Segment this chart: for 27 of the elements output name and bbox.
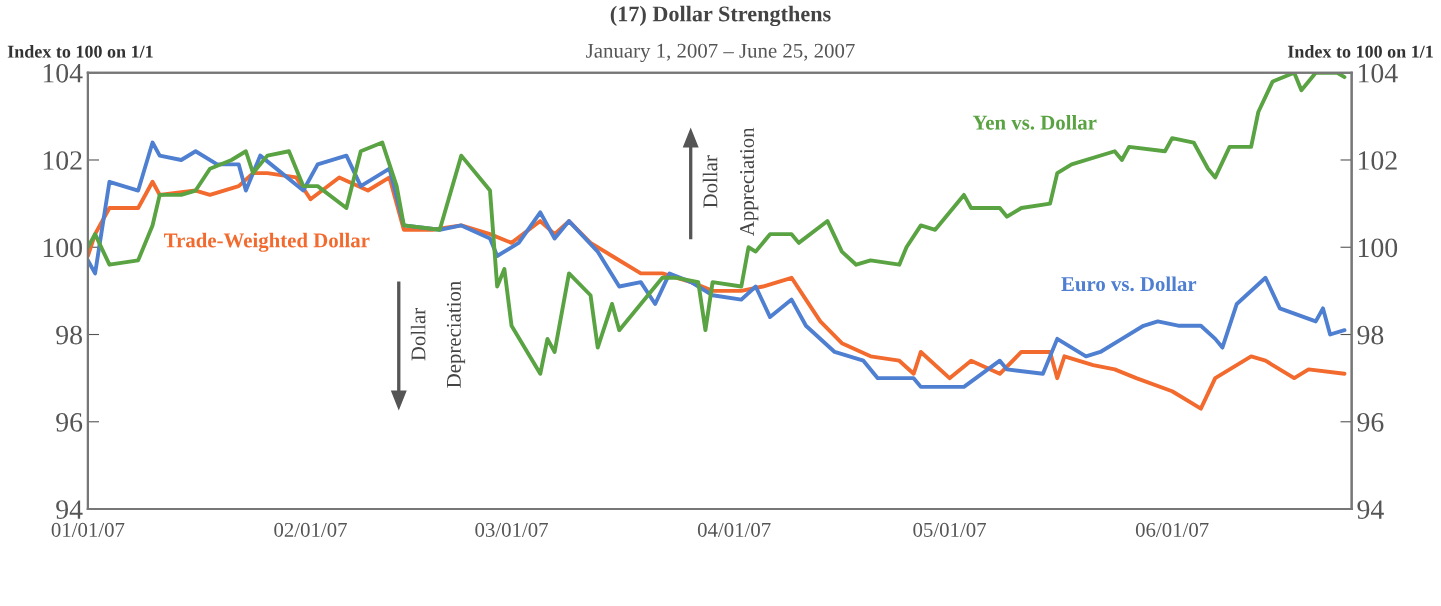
y-axis-title: Index to 100 on 1/1 [7, 45, 153, 58]
x-tick-label: 03/01/07 [475, 522, 548, 537]
series-label: Euro vs. Dollar [1061, 276, 1197, 292]
x-tick-label: 02/01/07 [274, 522, 347, 537]
series-label: Yen vs. Dollar [972, 114, 1097, 130]
annotation: Dollar Depreciation [410, 281, 466, 388]
y-tick-label: 102 [43, 151, 82, 170]
y2-tick-label: 104 [1358, 63, 1398, 83]
y-tick-label: 94 [56, 500, 83, 519]
y-tick-label: 100 [43, 238, 82, 258]
y-tick-label: 104 [43, 63, 83, 83]
series-label: Trade-Weighted Dollar [164, 232, 370, 252]
y2-tick-label: 102 [1358, 151, 1397, 170]
x-tick-label: 01/01/07 [51, 522, 125, 537]
y-tick-label: 98 [56, 325, 82, 345]
x-tick-label: 06/01/07 [1135, 522, 1209, 537]
y2-tick-label: 94 [1357, 500, 1384, 519]
x-tick-label: 05/01/07 [913, 522, 986, 537]
annotation: Dollar Appreciation [702, 127, 759, 236]
x-tick-label: 04/01/07 [697, 522, 771, 537]
y2-axis-title: Index to 100 on 1/1 [1287, 45, 1433, 58]
y2-tick-label: 98 [1357, 325, 1384, 345]
y2-tick-label: 100 [1358, 238, 1398, 258]
y-tick-label: 96 [56, 413, 83, 432]
y2-tick-label: 96 [1357, 413, 1384, 432]
chart-subtitle: January 1, 2007 – June 25, 2007 [586, 43, 855, 63]
chart-title: (17) Dollar Strengthens [610, 5, 831, 27]
